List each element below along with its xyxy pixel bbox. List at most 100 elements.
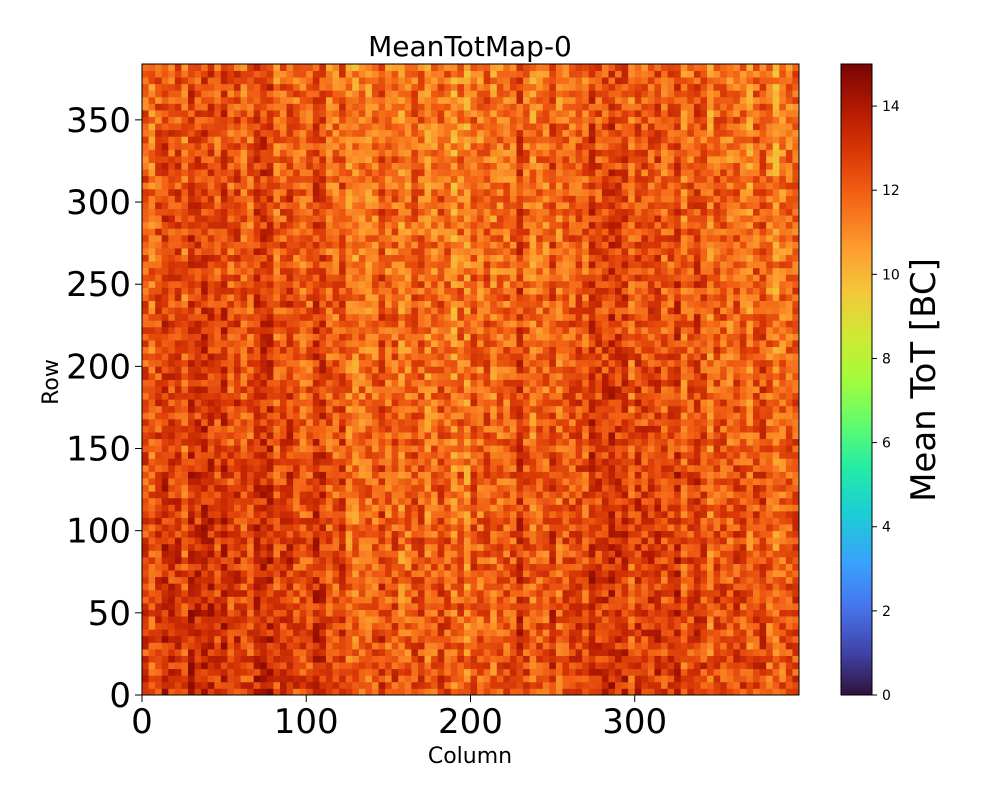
heatmap-cell <box>444 583 452 591</box>
heatmap-cell <box>733 379 741 387</box>
heatmap-cell <box>562 464 570 472</box>
heatmap-cell <box>240 550 248 558</box>
heatmap-cell <box>214 635 222 643</box>
heatmap-cell <box>444 432 452 440</box>
heatmap-cell <box>201 589 209 597</box>
heatmap-cell <box>194 655 202 663</box>
heatmap-cell <box>654 655 662 663</box>
heatmap-cell <box>785 563 793 571</box>
heatmap-cell <box>516 635 524 643</box>
heatmap-cell <box>496 432 504 440</box>
heatmap-cell <box>536 537 544 545</box>
heatmap-cell <box>279 366 287 374</box>
heatmap-cell <box>529 681 537 689</box>
heatmap-cell <box>503 602 511 610</box>
heatmap-cell <box>260 688 268 696</box>
heatmap-cell <box>641 662 649 670</box>
heatmap-cell <box>700 458 708 466</box>
heatmap-cell <box>201 524 209 532</box>
heatmap-cell <box>181 445 189 453</box>
heatmap-cell <box>503 583 511 591</box>
heatmap-cell <box>555 556 563 564</box>
heatmap-cell <box>595 524 603 532</box>
heatmap-cell <box>404 412 412 420</box>
heatmap-cell <box>707 662 714 670</box>
heatmap-cell <box>207 386 215 394</box>
heatmap-cell <box>312 432 320 440</box>
heatmap-cell <box>207 451 215 459</box>
heatmap-cell <box>549 471 557 479</box>
heatmap-cell <box>654 471 662 479</box>
heatmap-cell <box>654 609 662 617</box>
heatmap-cell <box>621 662 629 670</box>
heatmap-cell <box>739 602 747 610</box>
heatmap-cell <box>529 412 537 420</box>
heatmap-cell <box>759 471 767 479</box>
heatmap-cell <box>391 418 399 426</box>
heatmap-cell <box>437 556 445 564</box>
heatmap-cell <box>378 458 386 466</box>
heatmap-cell <box>549 642 557 650</box>
heatmap-cell <box>240 622 248 630</box>
heatmap-cell <box>233 681 241 689</box>
heatmap-cell <box>404 425 412 433</box>
heatmap-cell <box>588 464 596 472</box>
heatmap-cell <box>772 648 780 656</box>
heatmap-cell <box>240 517 248 525</box>
heatmap-cell <box>759 478 767 486</box>
heatmap-cell <box>207 688 215 696</box>
heatmap-cell <box>542 405 550 413</box>
heatmap-cell <box>312 372 320 380</box>
heatmap-cell <box>707 668 714 676</box>
heatmap-cell <box>700 372 708 380</box>
heatmap-cell <box>641 537 649 545</box>
heatmap-cell <box>332 648 340 656</box>
heatmap-cell <box>148 451 156 459</box>
heatmap-cell <box>214 464 222 472</box>
heatmap-cell <box>621 629 629 637</box>
heatmap-cell <box>575 602 583 610</box>
heatmap-cell <box>214 458 222 466</box>
heatmap-cell <box>654 589 662 597</box>
heatmap-cell <box>371 635 379 643</box>
heatmap-cell <box>759 655 767 663</box>
heatmap-cell <box>753 432 760 440</box>
heatmap-cell <box>385 372 393 380</box>
heatmap-cell <box>509 464 517 472</box>
heatmap-cell <box>260 471 268 479</box>
heatmap-cell <box>674 445 682 453</box>
heatmap-cell <box>562 471 570 479</box>
heatmap-cell <box>411 556 419 564</box>
heatmap-cell <box>529 629 537 637</box>
heatmap-cell <box>181 563 189 571</box>
heatmap-cell <box>233 445 241 453</box>
heatmap-cell <box>713 366 721 374</box>
heatmap-cell <box>339 675 347 683</box>
heatmap-cell <box>766 425 774 433</box>
heatmap-cell <box>490 399 498 407</box>
heatmap-cell <box>667 530 675 538</box>
heatmap-cell <box>227 589 235 597</box>
heatmap-cell <box>523 622 531 630</box>
heatmap-cell <box>713 556 721 564</box>
heatmap-cell <box>411 471 419 479</box>
heatmap-cell <box>555 583 563 591</box>
heatmap-cell <box>720 668 728 676</box>
heatmap-cell <box>319 537 327 545</box>
heatmap-cell <box>477 372 485 380</box>
heatmap-cell <box>444 616 452 624</box>
heatmap-cell <box>687 372 695 380</box>
heatmap-cell <box>417 405 425 413</box>
heatmap-cell <box>306 478 314 486</box>
heatmap-cell <box>365 537 373 545</box>
heatmap-cell <box>253 596 261 604</box>
heatmap-cell <box>549 556 557 564</box>
heatmap-cell <box>457 432 465 440</box>
heatmap-cell <box>385 543 393 551</box>
heatmap-cell <box>674 616 682 624</box>
heatmap-cell <box>227 530 235 538</box>
heatmap-cell <box>746 596 754 604</box>
heatmap-cell <box>772 642 780 650</box>
heatmap-cell <box>733 458 741 466</box>
heatmap-cell <box>529 556 537 564</box>
